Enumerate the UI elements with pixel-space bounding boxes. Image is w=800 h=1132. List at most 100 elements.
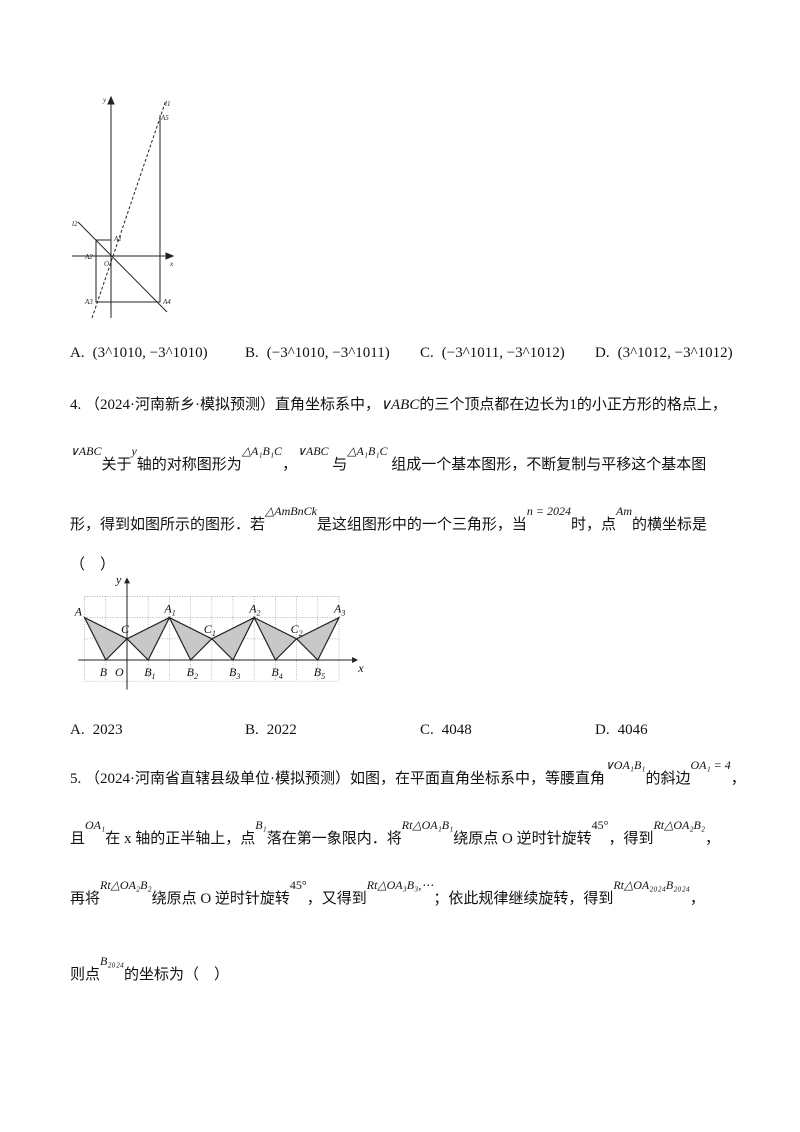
text: 绕原点 O 逆时针旋转 [453, 831, 592, 847]
label-A2: A2 [84, 253, 93, 261]
label-A5: A5 [160, 114, 169, 122]
math: 45° [591, 818, 609, 832]
option-value: 4048 [441, 722, 472, 738]
q3-option-d[interactable]: D. (3^1012, −3^1012) [595, 345, 770, 362]
q4-line-2: ∨ABC关于y轴的对称图形为△A₁B₁C，∨ABC 与△A₁B₁C 组成一个基本… [70, 444, 706, 474]
math: OA₁ = 4 [690, 758, 731, 772]
x-arrow [352, 657, 359, 663]
point-label: B4 [271, 665, 282, 681]
q4-line-3: 形，得到如图所示的图形．若△AmBnCk是这组图形中的一个三角形，当n = 20… [70, 504, 708, 534]
text: 绕原点 O 逆时针旋转 [151, 891, 290, 907]
text: 直角坐标系中， [275, 397, 381, 413]
text: ， [282, 457, 298, 473]
math: ∨ABC [297, 444, 329, 458]
point-label: C1 [204, 622, 216, 638]
text: 关于 [101, 457, 132, 473]
point-label: A2 [248, 602, 260, 618]
math: △AmBnCk [265, 504, 317, 518]
math: Am [616, 504, 633, 518]
q4-line-1: 4. （2024·河南新乡·模拟预测）直角坐标系中，∨ABC的三个顶点都在边长为… [70, 393, 727, 414]
point-label: O [115, 665, 124, 679]
point-label: C2 [291, 622, 303, 638]
math: n = 2024 [526, 504, 572, 518]
label-x: x [169, 260, 174, 268]
text: 则点 [70, 967, 101, 983]
question-number: 4. [70, 397, 82, 413]
q4-options: A. 2023 B. 2022 C. 4048 D. 4046 [70, 722, 770, 739]
x-arrow [165, 252, 175, 260]
q3-option-c[interactable]: C. (−3^1011, −3^1012) [420, 345, 595, 362]
q5-line-2: 且OA₁在 x 轴的正半轴上，点B₁落在第一象限内．将Rt△OA₁B₁绕原点 O… [70, 818, 721, 848]
label-l2: l2 [72, 220, 78, 228]
q3-options: A. (3^1010, −3^1010) B. (−3^1010, −3^1011)… [70, 345, 770, 362]
option-letter: B. [245, 722, 259, 738]
q4-option-a[interactable]: A. 2023 [70, 722, 245, 739]
math: B₂₀₂₄ [100, 954, 125, 968]
math: B₁ [255, 818, 267, 832]
question-source: （2024·河南新乡·模拟预测） [85, 397, 275, 413]
math: OA₁ [85, 818, 106, 832]
question-number: 5. [70, 771, 82, 787]
shaded-triangle [168, 616, 213, 662]
text: 在 x 轴的正半轴上，点 [105, 831, 256, 847]
line-l1 [91, 99, 167, 319]
spiral-lines [95, 115, 161, 303]
option-letter: C. [420, 345, 434, 361]
shaded-triangle [83, 616, 129, 662]
option-letter: A. [70, 345, 85, 361]
option-value: (−3^1011, −3^1012) [441, 345, 565, 361]
q5-line-4: 则点B₂₀₂₄的坐标为（ ） [70, 954, 230, 984]
text: 再将 [70, 891, 101, 907]
point-label: B1 [144, 665, 155, 681]
math: y [131, 444, 137, 458]
text: 的斜边 [645, 771, 691, 787]
q4-option-d[interactable]: D. 4046 [595, 722, 770, 739]
math: Rt△OA₁B₁ [401, 818, 454, 832]
option-letter: C. [420, 722, 434, 738]
math: 45° [289, 878, 307, 892]
math: Rt△OA₂₀₂₄B₂₀₂₄ [613, 878, 690, 892]
label-l1: l1 [165, 100, 170, 108]
math: △A₁B₁C [347, 444, 388, 458]
math: ∨ABC [70, 444, 102, 458]
option-value: 2023 [92, 722, 123, 738]
y-arrow [107, 95, 115, 105]
q4-option-c[interactable]: C. 4048 [420, 722, 595, 739]
text: 如图，在平面直角坐标系中，等腰直角 [350, 771, 606, 787]
text: 时，点 [571, 517, 617, 533]
label-O: O [104, 260, 109, 268]
option-value: (3^1012, −3^1012) [617, 345, 733, 361]
text: 的坐标为（ ） [124, 967, 230, 983]
text: 与 [332, 457, 348, 473]
text: ， [705, 831, 721, 847]
option-value: (−3^1010, −3^1011) [266, 345, 390, 361]
text: ，又得到 [306, 891, 367, 907]
shaded-triangle [210, 616, 256, 662]
label-y: y [102, 96, 107, 104]
text: ， [730, 771, 746, 787]
point-label: B2 [187, 665, 198, 681]
point-label: A1 [163, 602, 175, 618]
option-letter: D. [595, 345, 610, 361]
math: ∨ABC [380, 397, 420, 413]
q3-option-a[interactable]: A. (3^1010, −3^1010) [70, 345, 245, 362]
shaded-triangle [295, 616, 341, 662]
label-A1: A1 [113, 235, 122, 243]
text: 轴的对称图形为 [136, 457, 242, 473]
point-label: C [121, 622, 130, 636]
math: 1 [569, 397, 577, 413]
shaded-triangle [125, 616, 171, 662]
q4-option-b[interactable]: B. 2022 [245, 722, 420, 739]
y-arrow [124, 577, 130, 584]
q4-answer-paren: （ ） [70, 557, 116, 573]
text: 且 [70, 831, 86, 847]
option-letter: A. [70, 722, 85, 738]
q3-figure: y x l1 l2 A1 A2 A3 A4 A5 O [72, 95, 175, 319]
q3-option-b[interactable]: B. (−3^1010, −3^1011) [245, 345, 420, 362]
text: 的横坐标是 [632, 517, 708, 533]
option-letter: D. [595, 722, 610, 738]
point-label: B [100, 665, 108, 679]
label-A3: A3 [84, 298, 93, 306]
